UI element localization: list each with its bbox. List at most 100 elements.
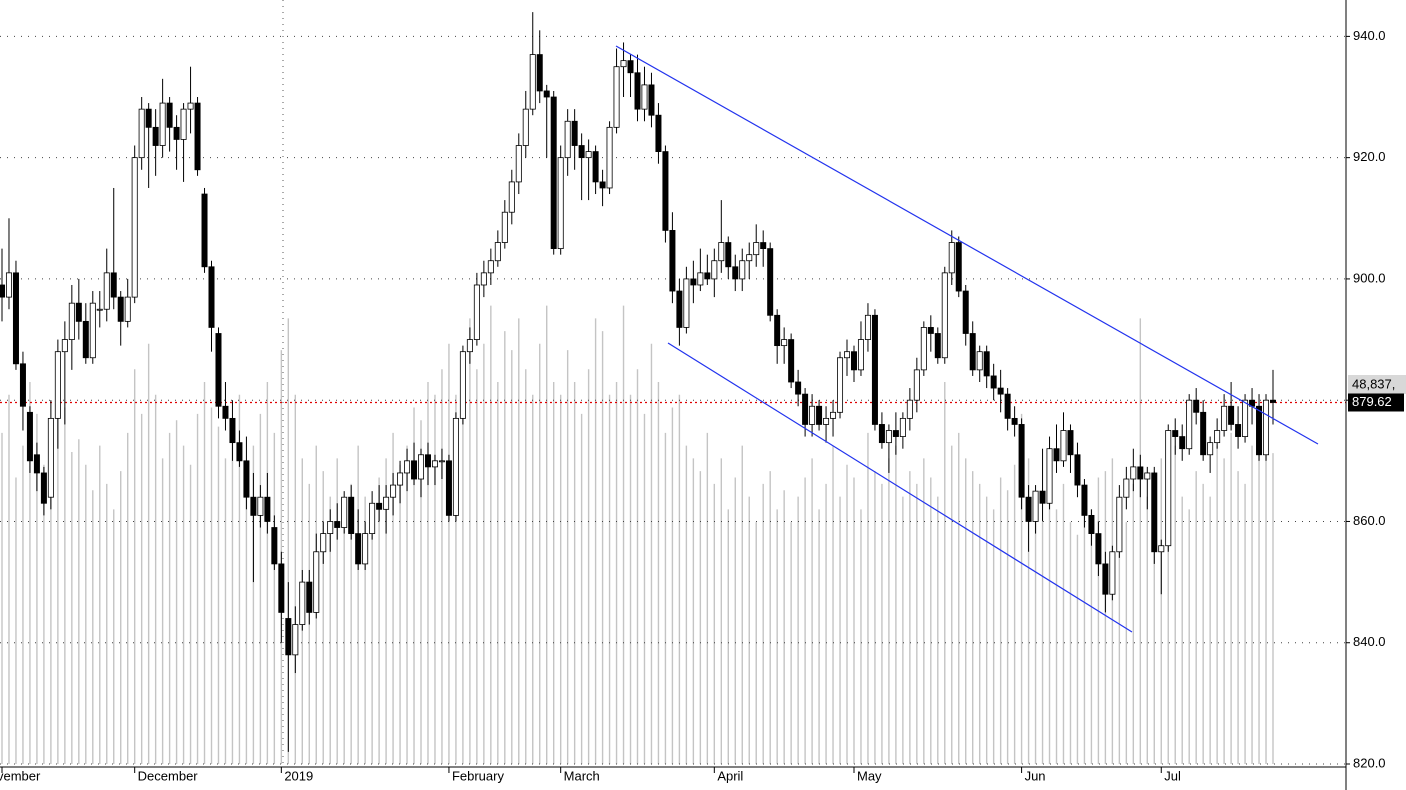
candle-body <box>906 399 913 419</box>
candle-body <box>697 272 704 286</box>
last-price-label: 879.62 <box>1352 394 1392 409</box>
grid-layer <box>0 35 1346 765</box>
candle-body <box>620 60 627 68</box>
candle-body <box>704 272 711 280</box>
volume-layer <box>1 305 1274 764</box>
candle-body <box>1270 399 1277 403</box>
candle-body <box>760 242 767 250</box>
volume-readout-box <box>1348 375 1406 394</box>
candle-body <box>878 424 885 444</box>
candle-body <box>285 618 292 656</box>
candle-body <box>341 496 348 528</box>
candle-body <box>871 314 878 425</box>
x-tick-label: March <box>564 768 600 783</box>
volume-readout: 48,837, <box>1352 376 1395 391</box>
candle-body <box>54 351 61 419</box>
candle-body <box>480 272 487 286</box>
candle-body <box>599 181 606 189</box>
candle-body <box>767 248 774 316</box>
candle-body <box>187 102 194 110</box>
candle-body <box>557 157 564 250</box>
candle-body <box>725 242 732 268</box>
candle-body <box>418 454 425 480</box>
candle-body <box>445 460 452 516</box>
candle-body <box>1193 399 1200 413</box>
candle-body <box>26 411 33 462</box>
candle-body <box>823 417 830 425</box>
candle-body <box>543 90 550 98</box>
candle-body <box>927 327 934 334</box>
y-tick-label: 900.0 <box>1353 270 1386 285</box>
candle-body <box>61 339 68 353</box>
candle-body <box>1200 411 1207 456</box>
candle-body <box>299 581 306 625</box>
candle-body <box>438 460 445 463</box>
candle-body <box>159 102 166 146</box>
candle-body <box>180 108 187 140</box>
candle-body <box>1151 472 1158 553</box>
candle-body <box>1109 551 1116 595</box>
candle-body <box>47 417 54 498</box>
candle-body <box>739 260 746 280</box>
candle-body <box>830 411 837 419</box>
candle-body <box>934 333 941 359</box>
candle-body <box>33 454 40 474</box>
candle-body <box>564 120 571 159</box>
candle-body <box>592 151 599 183</box>
y-tick-label: 920.0 <box>1353 149 1386 164</box>
candle-body <box>746 254 753 262</box>
candle-body <box>306 581 313 613</box>
candle-body <box>990 375 997 389</box>
candle-body <box>494 242 501 262</box>
candle-body <box>655 114 662 152</box>
candle-body <box>271 527 278 565</box>
candle-body <box>578 145 585 159</box>
candle-body <box>501 211 508 243</box>
candle-body <box>606 126 613 189</box>
y-tick-label: 840.0 <box>1353 634 1386 649</box>
candle-body <box>809 405 816 425</box>
candle-body <box>662 151 669 231</box>
candle-body <box>774 314 781 347</box>
candle-body <box>243 460 250 498</box>
candle-body <box>844 351 851 359</box>
candle-body <box>264 496 271 522</box>
candle-body <box>515 145 522 183</box>
candle-body <box>362 533 369 565</box>
candle-body <box>1207 442 1214 456</box>
candle-body <box>320 533 327 553</box>
candle-body <box>1186 399 1193 450</box>
candle-body <box>313 551 320 613</box>
candle-body <box>585 151 592 159</box>
candle-body <box>348 496 355 534</box>
candle-body <box>641 84 648 110</box>
candle-body <box>634 72 641 110</box>
candle-body <box>459 351 466 419</box>
candle-body <box>529 54 536 110</box>
candle-body <box>229 417 236 444</box>
candle-body <box>215 333 222 407</box>
candle-body <box>550 96 557 250</box>
candle-body <box>1088 514 1095 534</box>
candle-body <box>1235 424 1242 437</box>
candle-body <box>1165 430 1172 547</box>
candle-body <box>236 442 243 462</box>
candle-body <box>913 369 920 401</box>
candle-body <box>487 260 494 274</box>
candle-body <box>892 430 899 437</box>
x-tick-label: February <box>452 768 505 783</box>
last-price-box <box>1348 393 1404 412</box>
candle-body <box>208 266 215 328</box>
candle-body <box>278 563 285 613</box>
candle-body <box>390 484 397 498</box>
candle-body <box>983 351 990 377</box>
candle-body <box>718 242 725 262</box>
trendline-lower <box>667 342 1133 633</box>
candle-body <box>404 460 411 474</box>
candle-body <box>1256 405 1263 456</box>
candle-body <box>850 351 857 371</box>
candle-body <box>536 54 543 92</box>
x-tick-label: Jun <box>1025 768 1046 783</box>
candle-body <box>997 387 1004 395</box>
